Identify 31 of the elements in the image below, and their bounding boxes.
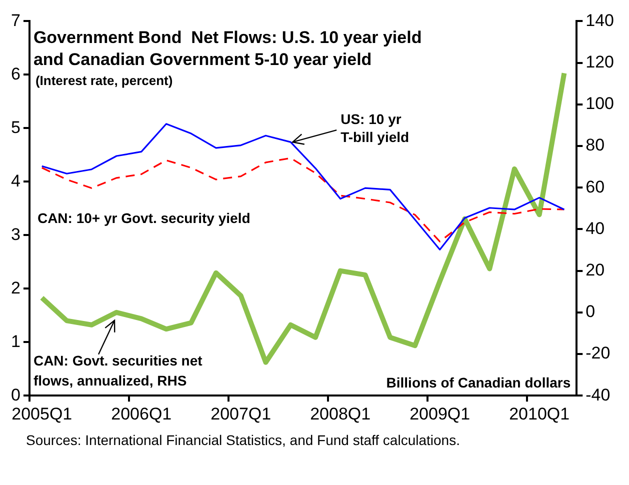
y2-axis-title: Billions of Canadian dollars bbox=[386, 374, 571, 391]
y-tick-label: 7 bbox=[10, 10, 20, 30]
y-tick-label: 0 bbox=[10, 385, 20, 404]
y-tick-label: 1 bbox=[10, 332, 20, 351]
y2-tick-label: 60 bbox=[586, 177, 605, 196]
text: (Interest rate, percent) bbox=[35, 73, 173, 88]
text: CAN: Govt. securities net flows, annualized, RHS bbox=[33, 352, 203, 389]
x-tick-label: 2005Q1 bbox=[12, 404, 72, 424]
x-tick-label: 2007Q1 bbox=[210, 404, 272, 424]
y-tick-label: 2 bbox=[10, 278, 20, 298]
y2-tick-label: 80 bbox=[586, 136, 605, 155]
text: Government Bond Net Flows: U.S. 10 year yield and Canadian Government 5-10 year yield bbox=[33, 28, 422, 70]
y2-tick-label: -20 bbox=[586, 344, 610, 363]
y2-tick-label: 100 bbox=[586, 94, 614, 114]
y2-tick-label: 120 bbox=[586, 52, 614, 72]
y-tick-label: 6 bbox=[10, 64, 20, 84]
text: CAN: 10+ yr Govt. security yield bbox=[37, 210, 250, 226]
text: US: 10 yr T-bill yield bbox=[340, 111, 410, 146]
y-tick-label: 3 bbox=[10, 224, 20, 244]
y2-tick-label: 20 bbox=[586, 260, 605, 280]
source-note: Sources: International Financial Statistics, and Fund staff calculations. bbox=[25, 431, 461, 450]
y2-tick-label: 140 bbox=[586, 10, 614, 30]
y-tick-label: 5 bbox=[10, 118, 20, 137]
y2-tick-label: 0 bbox=[586, 302, 596, 322]
x-tick-label: 2009Q1 bbox=[410, 404, 470, 424]
y2-tick-label: 40 bbox=[586, 218, 605, 238]
y2-tick-label: -40 bbox=[586, 385, 610, 404]
x-tick-label: 2008Q1 bbox=[310, 404, 371, 424]
x-tick-label: 2010Q1 bbox=[509, 404, 570, 424]
x-tick-label: 2006Q1 bbox=[111, 404, 172, 424]
y-tick-label: 4 bbox=[10, 171, 20, 190]
